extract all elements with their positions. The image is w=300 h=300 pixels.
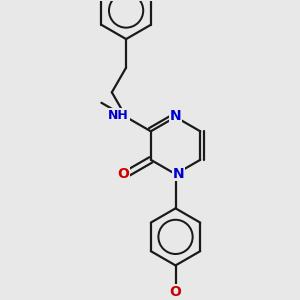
Text: O: O	[169, 285, 181, 299]
Text: N: N	[170, 109, 181, 123]
Text: N: N	[173, 167, 184, 181]
Text: O: O	[117, 167, 129, 181]
Text: NH: NH	[108, 109, 129, 122]
